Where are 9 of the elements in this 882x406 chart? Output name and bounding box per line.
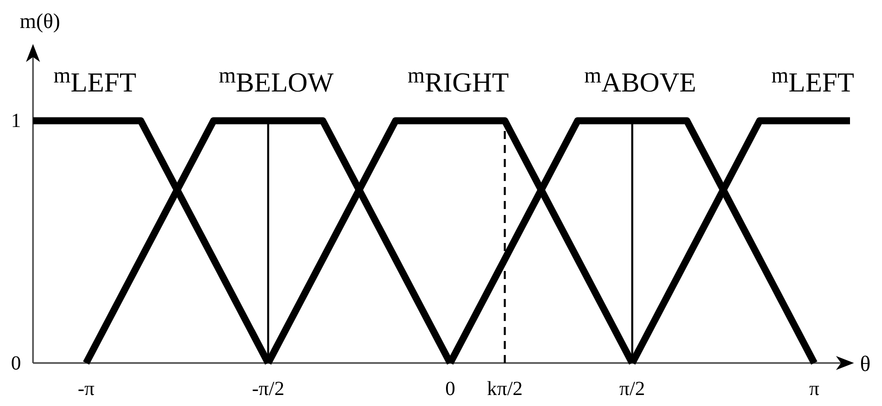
- x-tick-label: π/2: [619, 378, 646, 400]
- ref-line-label: kπ/2: [486, 378, 523, 400]
- y-tick-label: 1: [11, 110, 21, 132]
- x-axis-title: θ: [860, 350, 871, 376]
- x-tick-label: π: [809, 378, 820, 400]
- x-tick-label: -π/2: [252, 378, 284, 400]
- x-tick-label: 0: [445, 378, 456, 400]
- x-tick-label: -π: [78, 378, 95, 400]
- y-axis-title: m(θ): [20, 9, 60, 33]
